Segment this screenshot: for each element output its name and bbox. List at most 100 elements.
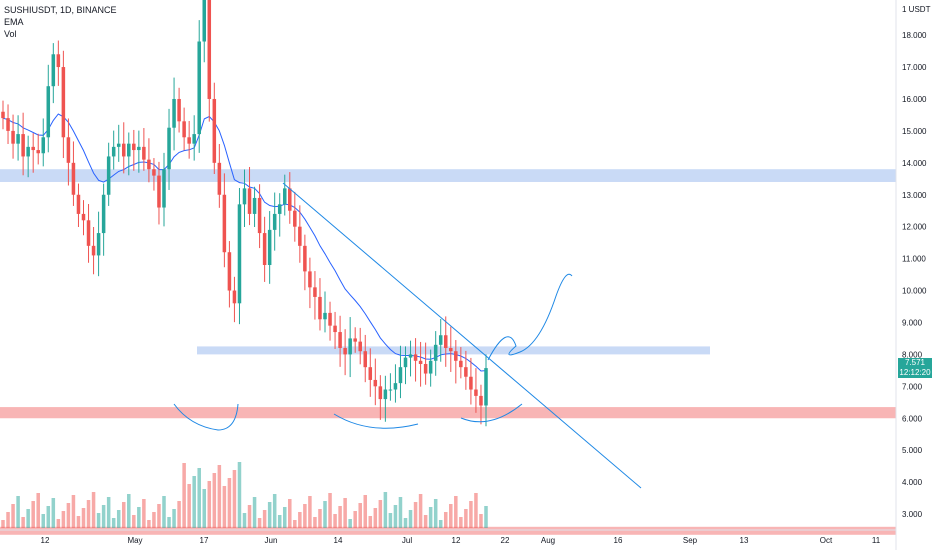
zone-support-1 [197,346,710,355]
volume-bar [31,501,35,528]
volume-bar [182,463,186,528]
candle-body [237,204,242,304]
price-tick-label: 14.000 [902,159,927,168]
volume-bar [267,502,272,528]
candle-body [308,271,312,288]
volume-bar [328,493,332,528]
time-tick-label: 12 [41,536,50,545]
volume-bar [41,514,46,528]
volume-bar [288,499,292,528]
candle-body [137,146,141,151]
indicator-vol[interactable]: Vol [4,29,17,39]
time-tick-label: 22 [501,536,510,545]
price-tick-label: 13.000 [902,191,927,200]
volume-bar [388,513,393,528]
candle-body [71,162,76,195]
candle-body [383,389,388,400]
time-tick-label: Aug [541,536,555,545]
candle-body [222,194,227,253]
volume-bar [363,495,368,528]
volume-bar [293,520,297,528]
volume-bar [137,507,141,528]
volume-bar [393,505,398,528]
volume-bar [403,518,408,528]
volume-bar [262,510,267,528]
candle-body [116,143,121,147]
volume-bar [76,516,81,528]
candle-body [142,146,146,160]
candle-body [56,54,61,68]
volume-bar [459,517,463,528]
drawn-curve-middle [333,413,419,429]
candle-body [132,143,136,151]
volume-bar [212,473,217,528]
volume-bar [484,506,488,528]
volume-bar [147,520,151,528]
candle-body [368,367,373,380]
candle-body [162,169,166,208]
volume-bar [252,497,257,528]
candle-body [443,335,448,349]
volume-bar [257,518,262,528]
zone-resistance-0 [0,169,896,182]
volume-bar [116,510,121,528]
candle-body [106,156,111,195]
price-tick-label: 15.000 [902,127,927,136]
volume-bar [378,500,383,528]
volume-bar [443,512,448,528]
volume-bar [338,506,342,528]
volume-bar [217,465,222,528]
volume-bar [398,497,403,528]
volume-bar [348,519,352,528]
symbol-line: SUSHIUSDT, 1D, BINANCE [4,5,117,15]
volume-bar [202,489,207,528]
candle-body [328,312,332,326]
candle-body [197,41,201,135]
chart-legend: SUSHIUSDT, 1D, BINANCE EMA Vol [4,4,117,40]
indicator-ema[interactable]: EMA [4,17,24,27]
candle-body [313,287,317,297]
candle-body [262,233,267,265]
price-tick-label: 10.000 [902,287,927,296]
candle-body [277,204,282,214]
volume-bar [172,509,176,528]
volume-bar [162,496,166,528]
candle-body [403,357,408,368]
drawn-projection [487,273,573,361]
candle-body [21,134,25,157]
volume-bar [479,514,483,528]
price-tick-label: 9.000 [902,318,923,327]
volume-bar [423,515,428,528]
candle-body [182,121,186,138]
price-tick-label: 12.000 [902,223,927,232]
candle-body [388,389,393,391]
candle-body [147,159,151,170]
volume-bar [418,494,423,528]
volume-bar [36,493,40,528]
candle-body [484,368,488,406]
candle-body [267,229,272,265]
candle-body [288,188,292,211]
volume-bar [11,504,15,528]
candle-body [217,162,222,195]
volume-bar [96,513,101,528]
volume-bar [46,506,51,528]
candle-body [373,379,378,387]
candle-body [438,335,443,345]
price-tick-label: 4.000 [902,478,923,487]
volume-bar [26,509,30,528]
candle-body [192,134,196,144]
candle-body [212,98,217,163]
volume-bar [313,517,317,528]
candle-body [66,137,71,163]
volume-bar [106,497,111,528]
volume-bar [81,508,86,528]
candle-body [393,383,398,390]
volume-bar [6,512,10,528]
time-tick-label: Oct [820,536,833,545]
volume-bar [232,470,237,528]
candle-body [177,98,181,122]
volume-bar [152,512,156,528]
volume-bar [474,493,478,528]
